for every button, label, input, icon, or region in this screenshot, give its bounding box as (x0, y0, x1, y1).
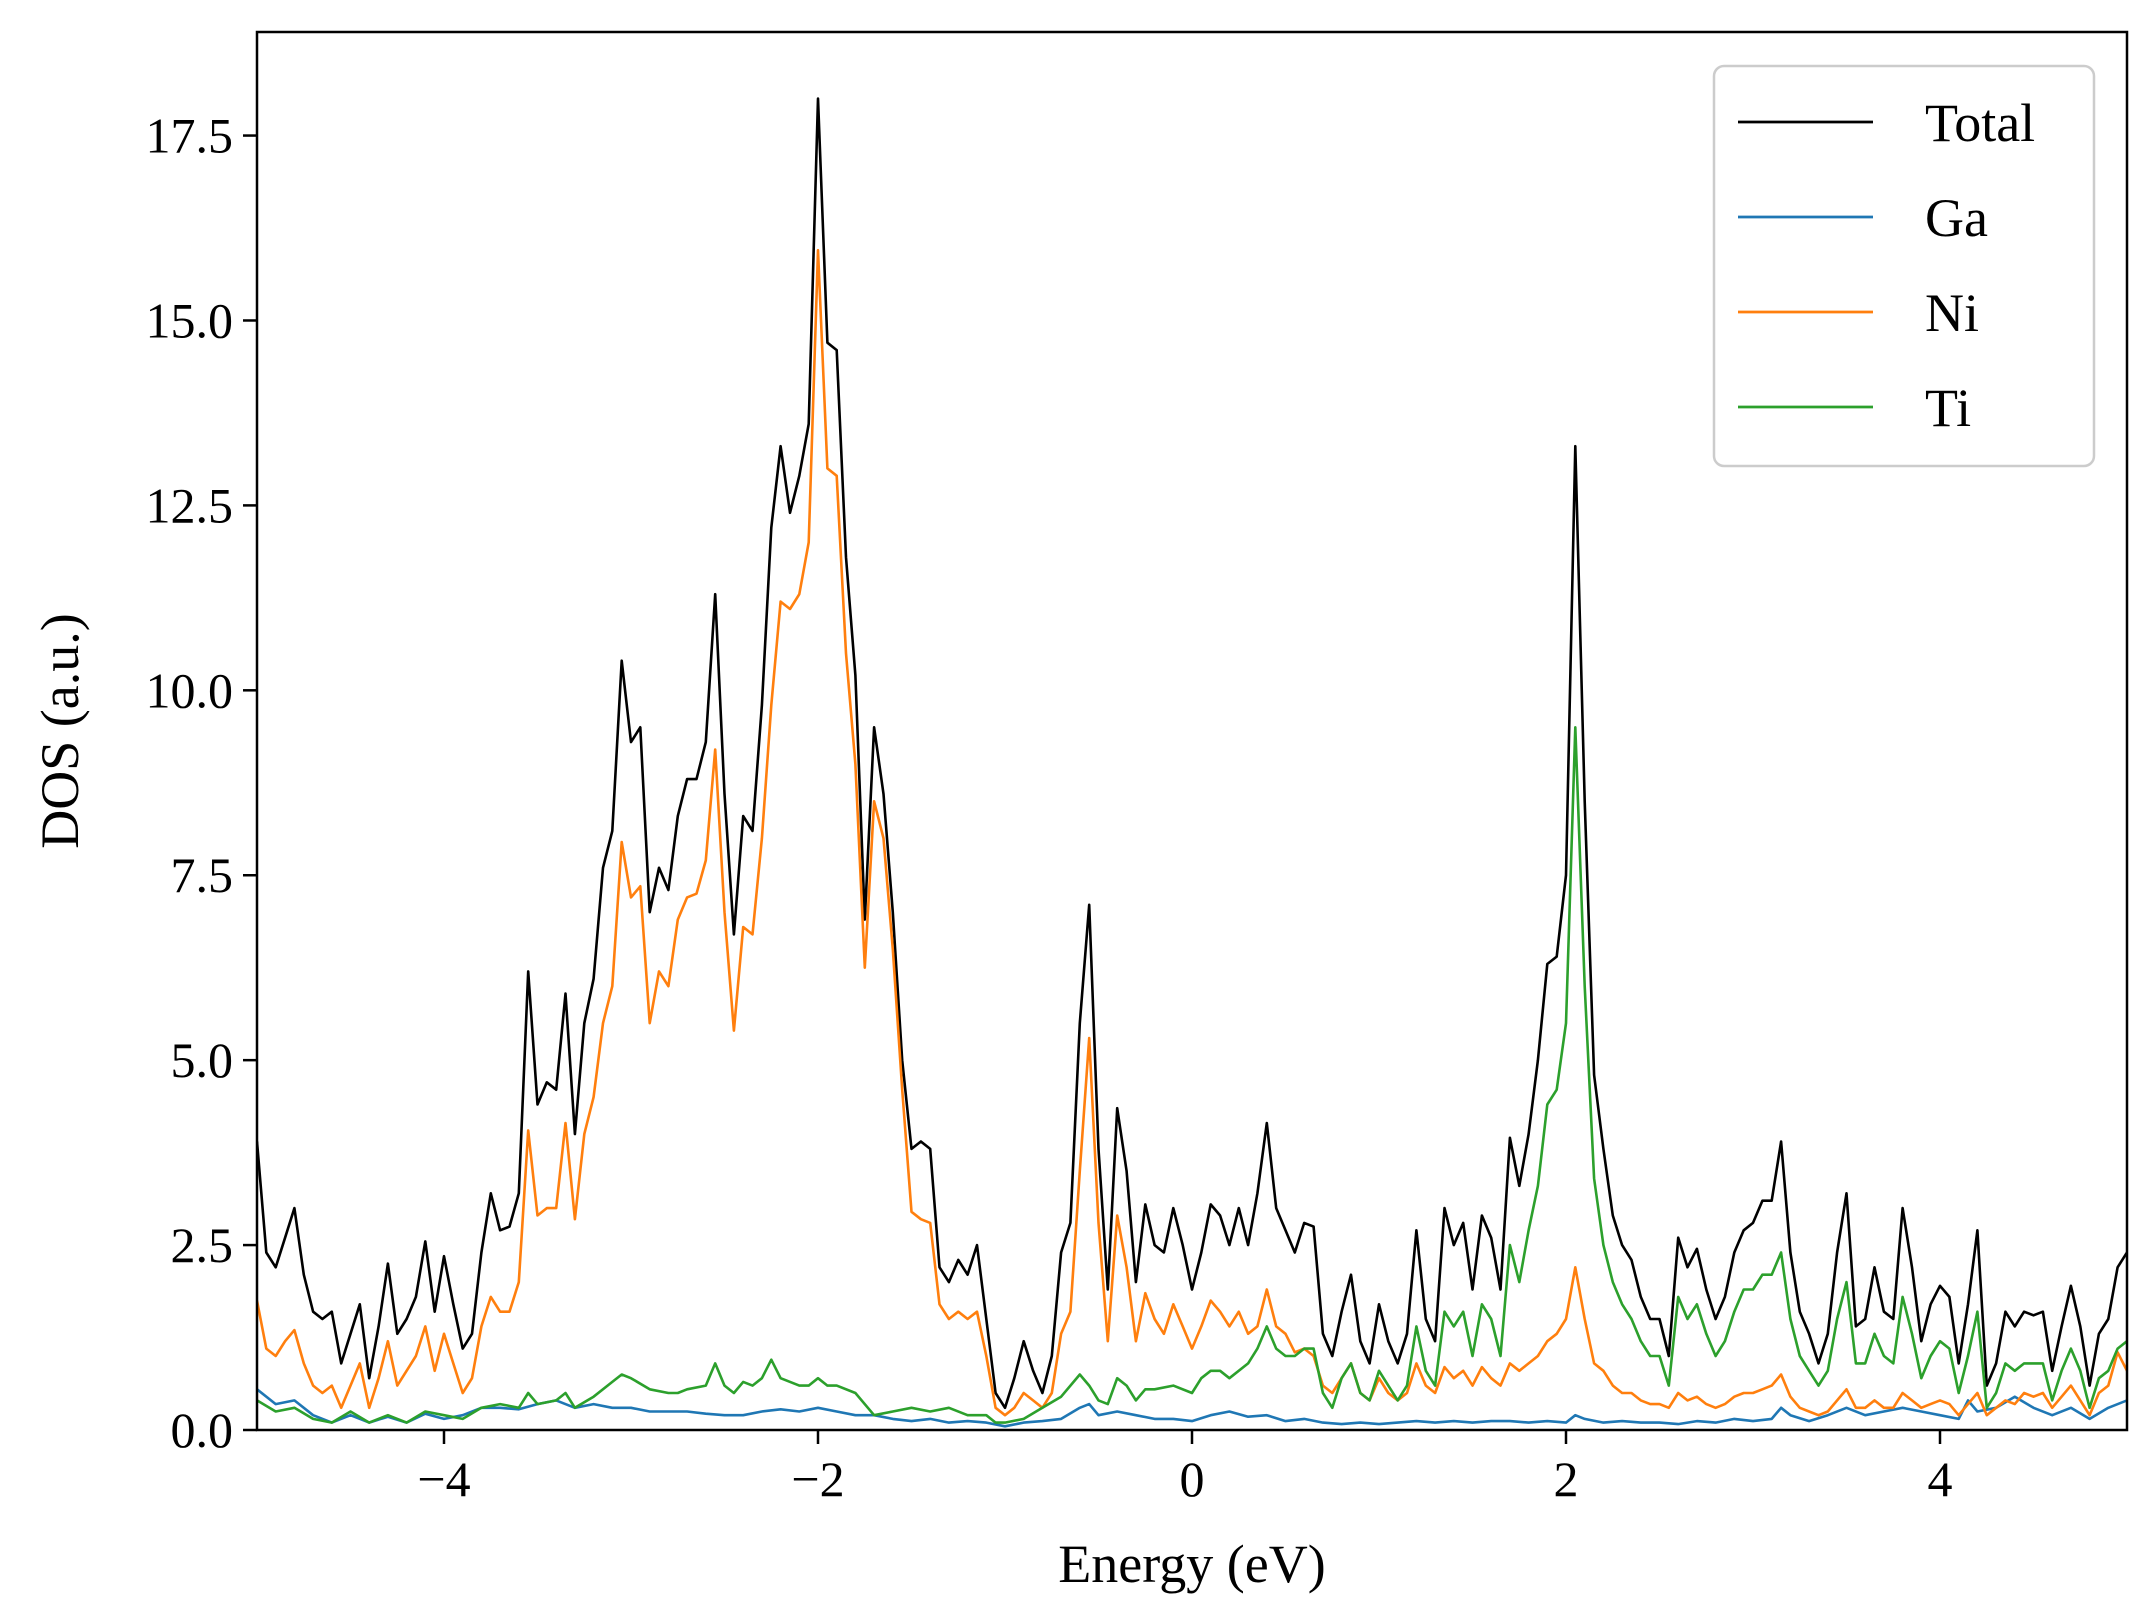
legend-label-total: Total (1925, 93, 2035, 153)
x-axis: −4 −2 0 2 4 (417, 1430, 1953, 1507)
legend-box (1712, 64, 2096, 468)
y-tick-label: 10.0 (146, 662, 234, 718)
series-line-ni (257, 248, 2127, 1417)
y-tick-label: 0.0 (171, 1402, 234, 1458)
x-axis-label: Energy (eV) (1058, 1534, 1325, 1594)
y-tick-label: 5.0 (171, 1032, 234, 1088)
legend-label-ti: Ti (1925, 378, 1971, 438)
x-tick-label: −4 (417, 1451, 470, 1507)
y-tick-label: 15.0 (146, 292, 234, 348)
series-line-ti (257, 726, 2127, 1424)
legend-label-ni: Ni (1925, 283, 1979, 343)
x-tick-label: 4 (1928, 1451, 1953, 1507)
y-tick-label: 7.5 (171, 847, 234, 903)
x-tick-label: 0 (1180, 1451, 1205, 1507)
series-line-total (257, 97, 2127, 1410)
y-axis-label: DOS (a.u.) (30, 613, 90, 848)
y-tick-label: 12.5 (146, 477, 234, 533)
legend-label-ga: Ga (1925, 188, 1988, 248)
y-tick-label: 2.5 (171, 1217, 234, 1273)
series-layer (257, 97, 2127, 1428)
x-tick-label: −2 (791, 1451, 844, 1507)
legend: Total Ga Ni Ti (1712, 64, 2096, 468)
x-tick-label: 2 (1554, 1451, 1579, 1507)
series-line-ga (257, 1388, 2127, 1428)
y-tick-label: 17.5 (146, 108, 234, 164)
y-axis: 0.0 2.5 5.0 7.5 10.0 12.5 15.0 17.5 (146, 108, 257, 1458)
